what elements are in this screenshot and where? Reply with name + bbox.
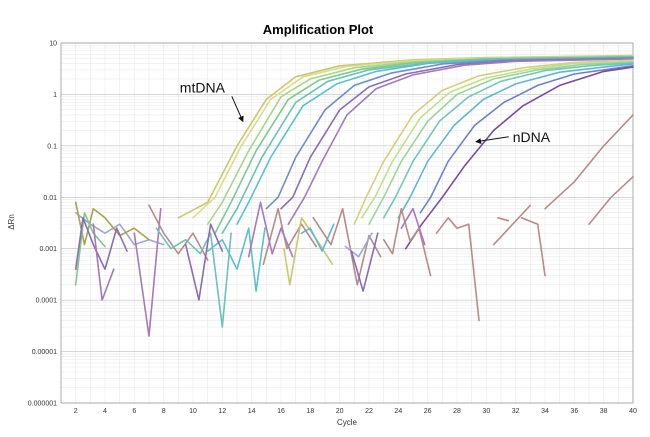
x-tick-label: 14	[248, 408, 256, 415]
x-tick-label: 32	[512, 408, 520, 415]
series-line	[520, 217, 546, 277]
x-tick-label: 34	[541, 408, 549, 415]
y-axis-ticks: 10 1 0.1 0.01 0.001 0.0001 0.00001 0.000001	[28, 41, 57, 408]
x-tick-label: 16	[277, 408, 285, 415]
annotations: mtDNA nDNA	[180, 79, 551, 144]
x-tick-label: 24	[394, 408, 402, 415]
x-tick-label: 26	[424, 408, 432, 415]
y-axis-label: ΔRn	[7, 214, 16, 230]
x-tick-label: 22	[365, 408, 373, 415]
x-tick-label: 6	[132, 408, 136, 415]
series-line	[300, 223, 335, 252]
series-line	[419, 65, 634, 214]
series-line	[155, 227, 232, 328]
series-line	[74, 212, 106, 286]
series-line	[360, 59, 634, 219]
x-tick-label: 12	[218, 408, 226, 415]
series-line	[312, 207, 382, 286]
series-group	[74, 54, 634, 337]
series-line	[382, 62, 634, 219]
series-line	[350, 232, 379, 292]
x-tick-label: 36	[570, 408, 578, 415]
series-line	[397, 63, 634, 219]
series-line	[92, 223, 115, 301]
series-line	[588, 176, 634, 225]
series-line	[400, 207, 426, 246]
series-line	[544, 114, 634, 210]
series-line	[74, 217, 128, 271]
series-line	[206, 227, 266, 292]
y-tick-label: 0.0001	[36, 298, 58, 305]
x-tick-label: 2	[74, 408, 78, 415]
x-tick-label: 40	[629, 408, 637, 415]
series-line	[344, 232, 373, 258]
annotation-arrow	[231, 96, 244, 123]
series-line	[404, 66, 634, 250]
series-line	[368, 61, 634, 225]
y-tick-label: 0.1	[47, 143, 57, 150]
annotation-arrow	[475, 136, 509, 144]
x-tick-label: 4	[103, 408, 107, 415]
x-tick-label: 30	[482, 408, 490, 415]
series-line	[133, 207, 162, 337]
chart-title: Amplification Plot	[263, 22, 374, 37]
series-line	[265, 57, 634, 210]
series-line	[435, 217, 480, 322]
series-line	[497, 217, 510, 222]
y-tick-label: 0.000001	[28, 401, 57, 408]
series-line	[382, 207, 432, 277]
y-tick-label: 0.001	[39, 246, 57, 253]
x-tick-label: 28	[453, 408, 461, 415]
annotation-label: nDNA	[513, 129, 551, 145]
series-line	[148, 204, 209, 261]
x-tick-label: 8	[162, 408, 166, 415]
x-axis-ticks: 2 4 6 8 10 12 14 16 18 20 22 24 26 28 30 32 34 36 38 40	[74, 408, 637, 415]
x-tick-label: 20	[336, 408, 344, 415]
series-line	[236, 56, 634, 225]
x-tick-label: 10	[189, 408, 197, 415]
y-tick-label: 0.00001	[32, 349, 57, 356]
y-tick-label: 1	[53, 92, 57, 99]
annotation-label: mtDNA	[180, 79, 226, 95]
series-line	[184, 223, 224, 301]
x-tick-label: 38	[600, 408, 608, 415]
series-line	[492, 204, 532, 246]
y-tick-label: 10	[49, 41, 57, 48]
series-line	[287, 58, 634, 225]
x-axis-label: Cycle	[337, 418, 358, 427]
series-line	[247, 201, 294, 258]
series-line	[353, 59, 634, 225]
series-line	[262, 207, 318, 266]
x-tick-label: 18	[306, 408, 314, 415]
series-line	[74, 201, 150, 246]
y-tick-label: 0.01	[43, 195, 57, 202]
plot-area-frame	[60, 42, 634, 404]
